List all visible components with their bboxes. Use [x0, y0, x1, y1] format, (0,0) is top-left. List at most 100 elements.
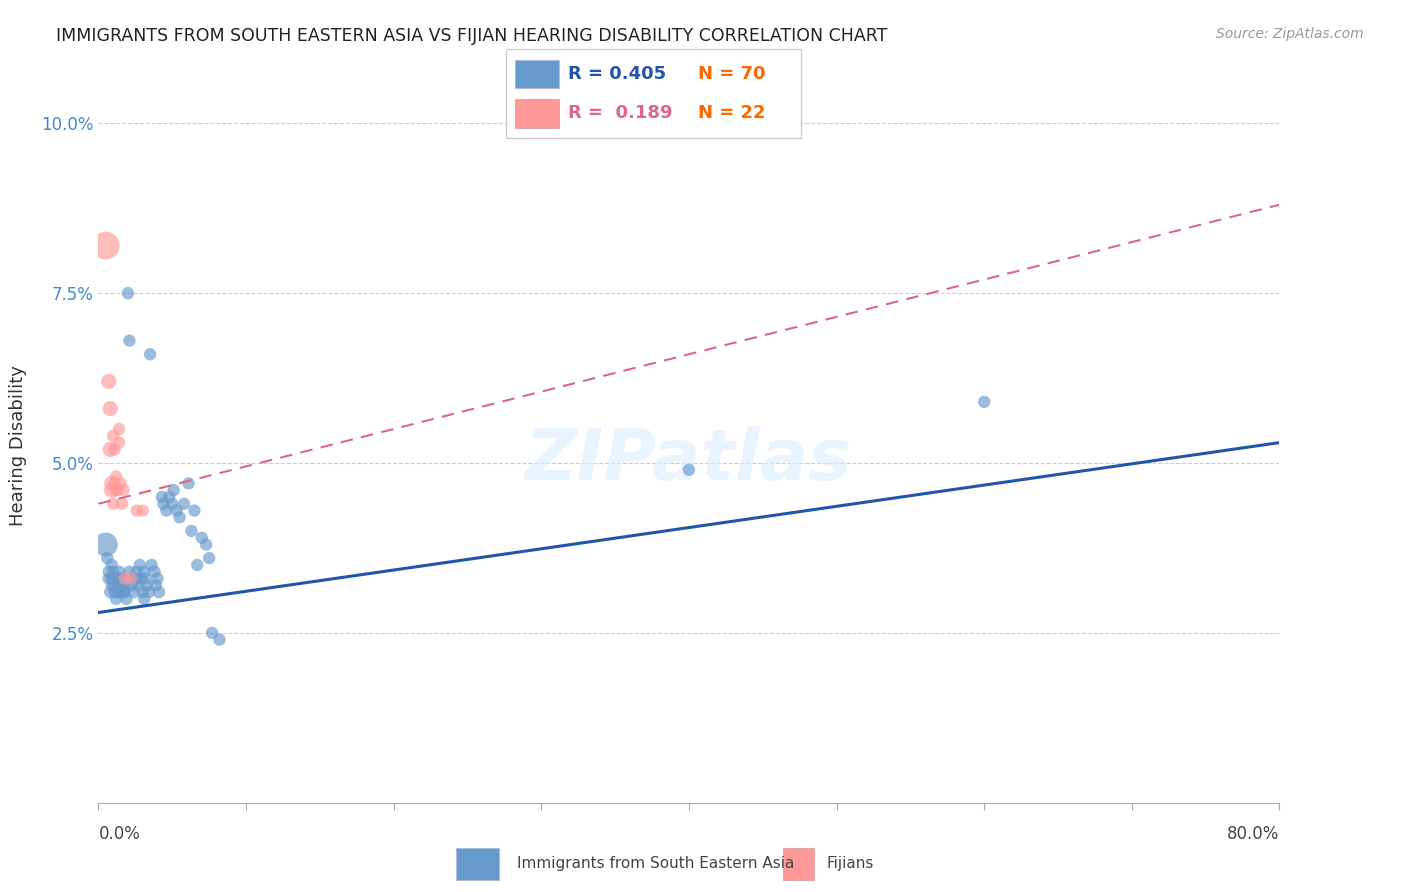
Point [162, 497, 183, 511]
Point [107, 578, 129, 592]
Text: ZIPatlas: ZIPatlas [526, 425, 852, 495]
Point [97, 565, 120, 579]
Point [132, 585, 155, 599]
Point [104, 476, 127, 491]
FancyBboxPatch shape [506, 49, 801, 138]
Point [114, 572, 136, 586]
Point [134, 565, 156, 579]
Point [100, 572, 122, 586]
Point [118, 334, 141, 348]
Point [128, 558, 150, 572]
Point [115, 591, 138, 606]
Point [118, 565, 141, 579]
Point [114, 578, 136, 592]
Point [198, 551, 221, 566]
Point [103, 572, 125, 586]
Point [678, 463, 700, 477]
Text: Source: ZipAtlas.com: Source: ZipAtlas.com [1216, 27, 1364, 41]
Point [100, 558, 122, 572]
Point [94, 238, 117, 252]
Point [100, 483, 122, 498]
Point [108, 435, 131, 450]
Point [94, 537, 117, 551]
Point [117, 286, 139, 301]
Point [111, 578, 134, 592]
Point [145, 578, 167, 592]
Point [148, 585, 170, 599]
Text: 0.0%: 0.0% [98, 825, 141, 843]
Point [166, 503, 188, 517]
Text: N = 22: N = 22 [697, 104, 766, 122]
Point [129, 572, 152, 586]
Point [103, 429, 125, 443]
Point [103, 497, 125, 511]
Point [114, 585, 136, 599]
Point [100, 476, 122, 491]
Point [152, 497, 174, 511]
Point [143, 565, 166, 579]
Point [107, 483, 129, 498]
Point [122, 585, 145, 599]
FancyBboxPatch shape [515, 99, 560, 128]
Point [125, 565, 148, 579]
Point [110, 578, 132, 592]
Point [195, 537, 218, 551]
Point [110, 585, 132, 599]
Point [98, 401, 121, 416]
Point [104, 442, 127, 457]
Point [104, 578, 127, 592]
Text: R =  0.189: R = 0.189 [568, 104, 672, 122]
Point [141, 558, 163, 572]
Point [973, 394, 995, 409]
FancyBboxPatch shape [515, 60, 560, 88]
Point [138, 585, 160, 599]
Point [97, 375, 120, 389]
Text: 80.0%: 80.0% [1227, 825, 1279, 843]
Point [157, 490, 180, 504]
Text: IMMIGRANTS FROM SOUTH EASTERN ASIA VS FIJIAN HEARING DISABILITY CORRELATION CHAR: IMMIGRANTS FROM SOUTH EASTERN ASIA VS FI… [56, 27, 887, 45]
Point [100, 578, 122, 592]
Point [96, 551, 118, 566]
Point [191, 531, 214, 545]
Point [111, 497, 134, 511]
Point [173, 497, 195, 511]
Point [208, 632, 231, 647]
Point [98, 442, 121, 457]
Point [108, 578, 131, 592]
Point [155, 503, 177, 517]
Point [183, 503, 205, 517]
Point [110, 572, 132, 586]
Point [108, 565, 131, 579]
Point [201, 626, 224, 640]
Point [125, 503, 148, 517]
Point [177, 476, 200, 491]
Point [169, 510, 191, 524]
Point [125, 572, 148, 586]
Point [127, 578, 149, 592]
Point [97, 572, 120, 586]
Point [136, 578, 159, 592]
Point [110, 476, 132, 491]
Text: R = 0.405: R = 0.405 [568, 65, 666, 83]
Point [104, 585, 127, 599]
Point [150, 490, 173, 504]
Point [105, 572, 128, 586]
Text: Immigrants from South Eastern Asia: Immigrants from South Eastern Asia [517, 855, 794, 871]
Point [139, 347, 162, 361]
Point [134, 591, 156, 606]
Bar [783, 848, 814, 880]
Point [105, 591, 128, 606]
Point [132, 503, 155, 517]
Point [120, 572, 142, 586]
Y-axis label: Hearing Disability: Hearing Disability [10, 366, 27, 526]
Text: N = 70: N = 70 [697, 65, 766, 83]
Point [105, 469, 128, 483]
Text: Fijians: Fijians [827, 855, 875, 871]
Point [103, 565, 125, 579]
Point [98, 585, 121, 599]
Point [121, 578, 143, 592]
Point [146, 572, 169, 586]
Point [112, 585, 135, 599]
Point [186, 558, 208, 572]
Point [105, 483, 128, 498]
